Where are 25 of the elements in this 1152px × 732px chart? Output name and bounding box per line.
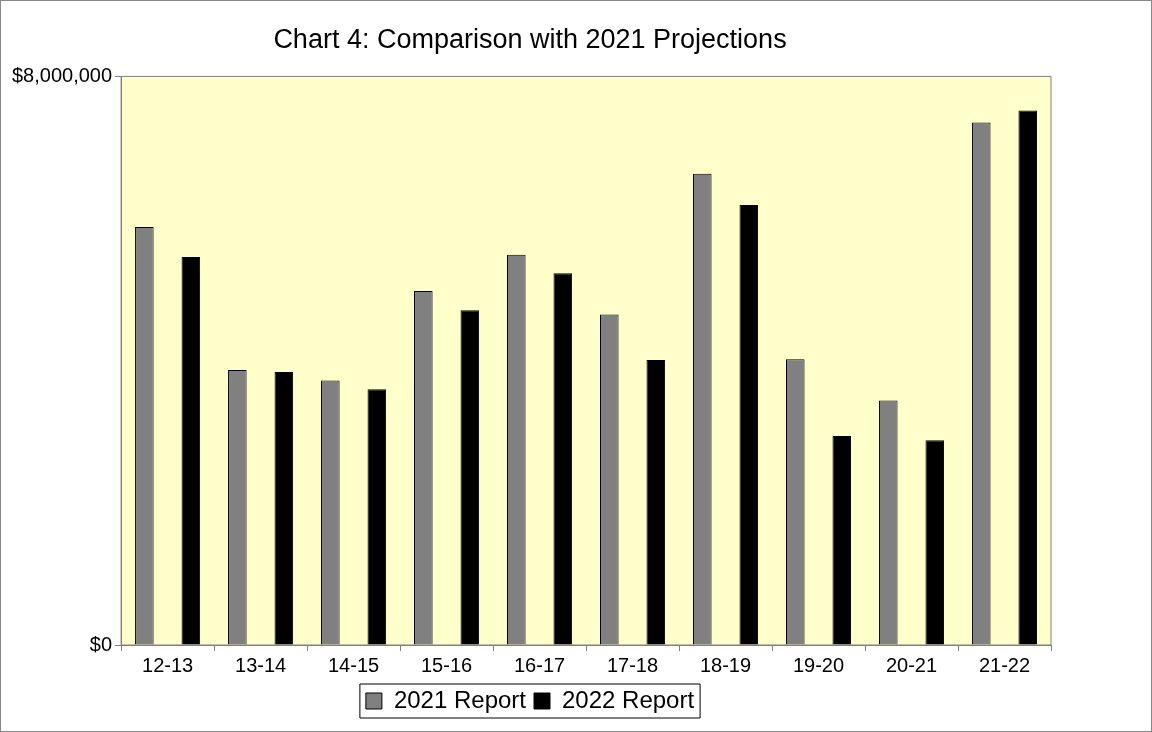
bar (739, 205, 759, 645)
x-tick-label: 13-14 (235, 653, 287, 676)
chart-title: Chart 4: Comparison with 2021 Projections (273, 23, 787, 54)
x-tick-label: 15-16 (420, 653, 473, 676)
bar (274, 372, 294, 645)
legend-label: 2022 Report (562, 685, 695, 713)
x-tick-label: 19-20 (792, 653, 845, 676)
y-tick-label: $0 (89, 632, 113, 655)
x-tick-label: 20-21 (885, 653, 938, 676)
bar (1018, 110, 1038, 645)
legend-label: 2021 Report (393, 685, 527, 713)
bar (553, 273, 573, 645)
x-tick-label: 18-19 (699, 653, 752, 676)
x-tick-label: 17-18 (606, 653, 659, 676)
x-tick-label: 16-17 (513, 653, 566, 676)
bar (832, 436, 852, 645)
y-tick-label: $8,000,000 (11, 63, 113, 86)
bar (181, 256, 201, 645)
x-tick-label: 14-15 (328, 653, 380, 676)
bar (925, 440, 945, 645)
bar (460, 310, 480, 645)
bar (646, 359, 666, 645)
x-tick-label: 12-13 (142, 653, 194, 676)
bar (367, 389, 387, 645)
x-tick-label: 21-22 (978, 653, 1031, 676)
